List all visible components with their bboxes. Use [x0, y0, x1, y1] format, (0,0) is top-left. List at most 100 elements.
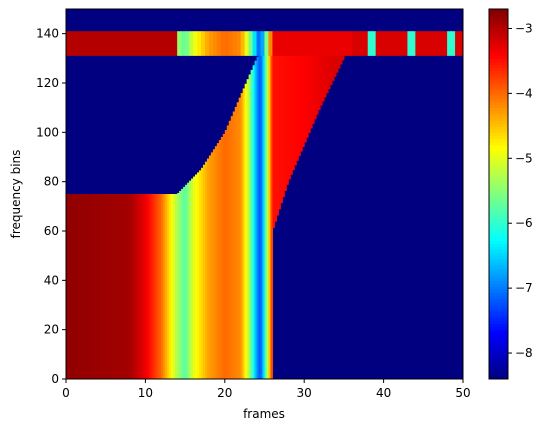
heatmap-cell-column — [105, 194, 109, 379]
colorbar-segment — [489, 9, 508, 13]
colorbar-segment — [489, 138, 508, 143]
heatmap-top-strip-cell — [292, 31, 297, 56]
heatmap-cell-column — [95, 194, 99, 379]
colorbar-segment — [489, 21, 508, 25]
heatmap-top-strip-cell — [351, 31, 357, 56]
colorbar-segment — [489, 58, 508, 62]
colorbar-segment — [489, 326, 508, 331]
colorbar-segment — [489, 129, 508, 133]
colorbar-segment — [489, 363, 508, 368]
colorbar-segment — [489, 271, 508, 275]
heatmap-top-strip-cell — [73, 31, 79, 56]
heatmap-cell-column — [308, 50, 311, 134]
y-tick-label: 140 — [36, 27, 59, 41]
heatmap-cell-column — [208, 155, 212, 379]
heatmap-cell-column — [294, 50, 297, 166]
colorbar-segment — [489, 243, 508, 247]
heatmap-cell-column — [153, 194, 156, 379]
heatmap-cell-column — [135, 194, 138, 379]
heatmap-cell-column — [228, 120, 232, 379]
heatmap-top-strip-cell — [331, 31, 337, 56]
heatmap-top-strip-cell — [101, 31, 107, 56]
y-tick-label: 40 — [44, 273, 59, 287]
heatmap-top-strip-cell — [451, 31, 456, 56]
heatmap-top-strip-cell — [117, 31, 123, 56]
colorbar-segment — [489, 42, 508, 47]
heatmap-cell-column — [280, 50, 283, 204]
heatmap-cell-column — [250, 69, 254, 379]
heatmap-top-strip-cell — [403, 31, 408, 56]
colorbar-segment — [489, 46, 508, 50]
y-tick-label: 80 — [44, 175, 59, 189]
heatmap-top-strip-cell — [383, 31, 389, 56]
heatmap-cell-column — [157, 194, 160, 379]
heatmap-cell-column — [230, 116, 234, 379]
x-tick-label: 20 — [217, 386, 232, 400]
colorbar-segment — [489, 360, 508, 365]
x-tick-label: 40 — [376, 386, 391, 400]
heatmap-top-strip-cell — [276, 31, 281, 56]
heatmap-top-strip-cell — [157, 31, 162, 56]
heatmap-cell-column — [282, 50, 285, 198]
heatmap-top-strip-cell — [343, 31, 349, 56]
heatmap-cell-column — [322, 50, 325, 102]
colorbar-segment — [489, 39, 508, 44]
colorbar-segment — [489, 268, 508, 272]
heatmap-top-strip-cell — [264, 31, 269, 56]
colorbar-segment — [489, 348, 508, 352]
colorbar-segment — [489, 33, 508, 38]
heatmap-top-strip-cell — [359, 31, 365, 56]
colorbar-segment — [489, 357, 508, 361]
heatmap-cell-column — [254, 60, 258, 379]
heatmap-top-strip-cell — [443, 31, 448, 56]
heatmap-cell-column — [248, 74, 252, 379]
colorbar-segment — [489, 311, 508, 315]
heatmap-top-strip-cell — [169, 31, 174, 56]
heatmap-cell-column — [99, 194, 103, 379]
colorbar-segment — [489, 274, 508, 278]
heatmap-top-strip-cell — [208, 31, 214, 56]
heatmap-cell-column — [97, 194, 101, 379]
colorbar-segment — [489, 329, 508, 334]
colorbar-segment — [489, 286, 508, 291]
colorbar-segment — [489, 314, 508, 318]
heatmap-top-strip-cell — [177, 31, 182, 56]
heatmap-cell-column — [67, 194, 71, 379]
colorbar-segment — [489, 280, 508, 284]
heatmap-cell-column — [115, 194, 119, 379]
heatmap-cell-column — [133, 194, 136, 379]
heatmap-cell-column — [173, 194, 176, 379]
heatmap-top-strip-cell — [220, 31, 226, 56]
colorbar-segment — [489, 150, 508, 155]
heatmap-cell-column — [161, 194, 164, 379]
heatmap-top-strip-cell — [224, 31, 230, 56]
heatmap-cell-column — [326, 50, 329, 94]
heatmap-top-strip-cell — [268, 31, 273, 56]
heatmap-top-strip-cell — [189, 31, 194, 56]
heatmap-top-strip-cell — [248, 31, 254, 56]
heatmap-top-strip-cell — [113, 31, 119, 56]
heatmap-top-strip-cell — [284, 31, 289, 56]
heatmap-cell-column — [121, 194, 125, 379]
heatmap-cell-column — [324, 50, 327, 98]
heatmap-cell-column — [125, 194, 129, 379]
heatmap-cell-column — [123, 194, 127, 379]
colorbar-segment — [489, 317, 508, 321]
heatmap-cell-column — [155, 194, 158, 379]
colorbar-segment — [489, 203, 508, 207]
heatmap-cell-column — [337, 50, 341, 69]
heatmap-cell-column — [286, 50, 289, 185]
colorbar-segment — [489, 61, 508, 65]
colorbar-segment — [489, 141, 508, 146]
heatmap-top-strip-cell — [125, 31, 131, 56]
colorbar-segment — [489, 86, 508, 90]
y-tick-label: 0 — [51, 372, 59, 386]
heatmap-top-strip-cell — [447, 31, 452, 56]
heatmap-cell-column — [193, 176, 196, 379]
x-axis: 0 10 20 30 40 50 — [62, 379, 471, 400]
colorbar-tick-label: −7 — [515, 281, 533, 295]
heatmap-top-strip-cell — [252, 31, 258, 56]
heatmap-top-strip-cell — [272, 31, 277, 56]
colorbar-segment — [489, 67, 508, 72]
heatmap-cell-column — [276, 50, 279, 216]
